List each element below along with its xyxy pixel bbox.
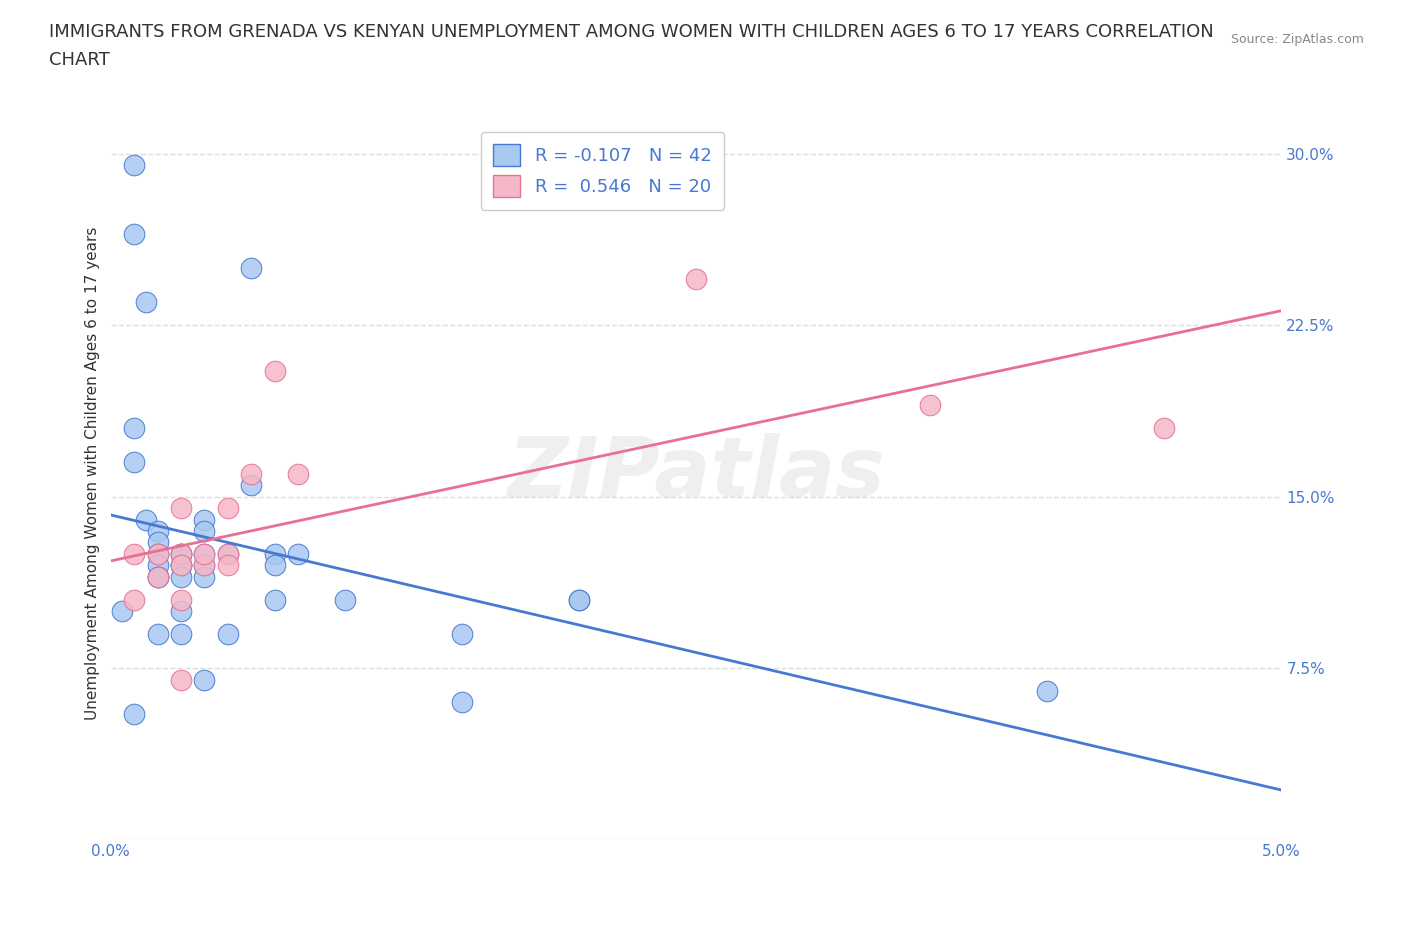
Point — [193, 558, 215, 573]
Point — [146, 627, 169, 642]
Point — [170, 500, 193, 515]
Point — [146, 535, 169, 550]
Point — [263, 592, 285, 607]
Point — [170, 569, 193, 584]
Point — [263, 558, 285, 573]
Point — [240, 260, 263, 275]
Point — [451, 695, 474, 710]
Point — [920, 398, 942, 413]
Text: ZIPatlas: ZIPatlas — [508, 433, 884, 514]
Point — [146, 524, 169, 538]
Point — [217, 500, 239, 515]
Point — [193, 512, 215, 527]
Point — [146, 569, 169, 584]
Point — [451, 627, 474, 642]
Point — [146, 546, 169, 561]
Point — [685, 272, 707, 287]
Point — [1036, 684, 1059, 698]
Point — [170, 546, 193, 561]
Point — [240, 478, 263, 493]
Point — [287, 546, 309, 561]
Point — [170, 546, 193, 561]
Point — [193, 546, 215, 561]
Point — [263, 364, 285, 379]
Point — [146, 569, 169, 584]
Point — [170, 627, 193, 642]
Point — [240, 466, 263, 481]
Point — [111, 604, 134, 618]
Text: IMMIGRANTS FROM GRENADA VS KENYAN UNEMPLOYMENT AMONG WOMEN WITH CHILDREN AGES 6 : IMMIGRANTS FROM GRENADA VS KENYAN UNEMPL… — [49, 23, 1213, 41]
Point — [122, 226, 145, 241]
Point — [146, 546, 169, 561]
Point — [122, 707, 145, 722]
Point — [122, 546, 145, 561]
Text: CHART: CHART — [49, 51, 110, 69]
Point — [1153, 420, 1175, 435]
Point — [287, 466, 309, 481]
Point — [146, 569, 169, 584]
Point — [135, 295, 157, 310]
Legend:  — [689, 866, 703, 879]
Point — [193, 672, 215, 687]
Point — [193, 558, 215, 573]
Y-axis label: Unemployment Among Women with Children Ages 6 to 17 years: Unemployment Among Women with Children A… — [86, 227, 100, 721]
Point — [170, 592, 193, 607]
Point — [217, 627, 239, 642]
Point — [170, 558, 193, 573]
Point — [170, 558, 193, 573]
Point — [122, 592, 145, 607]
Point — [170, 604, 193, 618]
Text: Source: ZipAtlas.com: Source: ZipAtlas.com — [1230, 33, 1364, 46]
Point — [217, 558, 239, 573]
Point — [193, 524, 215, 538]
Point — [122, 455, 145, 470]
Point — [146, 558, 169, 573]
Point — [135, 512, 157, 527]
Point — [170, 672, 193, 687]
Point — [122, 158, 145, 173]
Point — [217, 546, 239, 561]
Point — [170, 546, 193, 561]
Point — [568, 592, 591, 607]
Point — [568, 592, 591, 607]
Point — [217, 546, 239, 561]
Point — [193, 569, 215, 584]
Point — [170, 558, 193, 573]
Point — [193, 546, 215, 561]
Point — [333, 592, 356, 607]
Point — [263, 546, 285, 561]
Point — [122, 420, 145, 435]
